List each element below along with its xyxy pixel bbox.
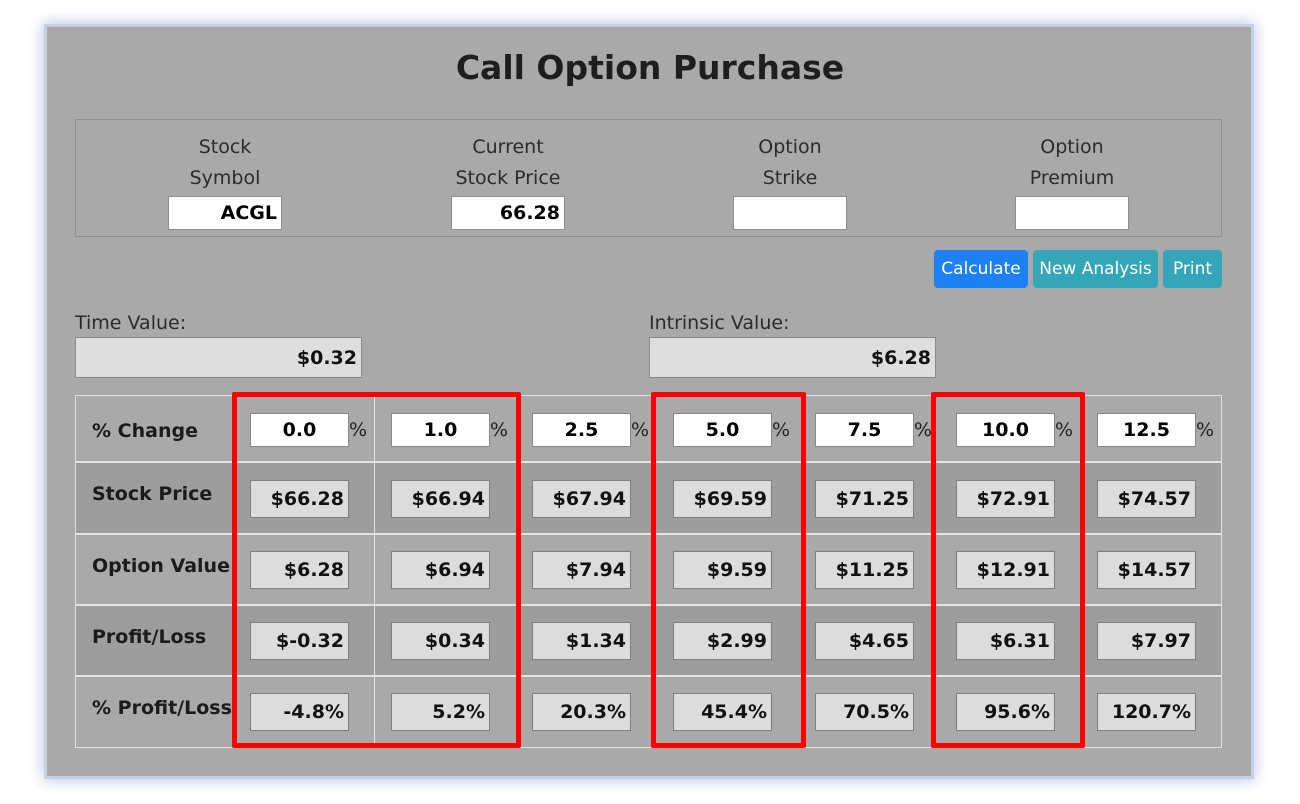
pct-profit-loss-cell: 20.3% [532, 693, 631, 731]
pct-change-input[interactable]: 2.5 [532, 413, 631, 447]
print-button[interactable]: Print [1163, 250, 1222, 288]
percent-sign: % [490, 419, 509, 441]
intrinsic-value-output: $6.28 [649, 337, 936, 378]
pct-change-input[interactable]: 5.0 [673, 413, 772, 447]
profit-loss-cell: $6.31 [956, 622, 1055, 660]
option-strike-field: Option Strike [670, 132, 910, 230]
current-stock-price-field: Current Stock Price 66.28 [388, 132, 628, 230]
pct-change-input[interactable]: 1.0 [391, 413, 490, 447]
profit-loss-cell: $7.97 [1097, 622, 1196, 660]
option-value-cell: $6.94 [391, 551, 490, 589]
highlight-box [651, 392, 806, 748]
stock-price-cell: $69.59 [673, 480, 772, 518]
row-divider [76, 675, 1221, 677]
option-value-cell: $6.28 [250, 551, 349, 589]
column-divider [374, 396, 375, 747]
option-premium-input[interactable] [1015, 196, 1129, 230]
time-value-label: Time Value: [75, 312, 187, 334]
pct-profit-loss-row: % Profit/Loss [76, 676, 1221, 747]
option-strike-input[interactable] [733, 196, 847, 230]
pct-profit-loss-cell: 5.2% [391, 693, 490, 731]
percent-sign: % [914, 419, 933, 441]
time-value-output: $0.32 [75, 337, 362, 378]
option-strike-label-line1: Option [758, 136, 822, 158]
stock-price-cell: $66.94 [391, 480, 490, 518]
profit-loss-cell: $1.34 [532, 622, 631, 660]
row-divider [76, 604, 1221, 606]
pct-change-input[interactable]: 10.0 [956, 413, 1055, 447]
pct-profit-loss-cell: 95.6% [956, 693, 1055, 731]
highlight-box [931, 392, 1085, 748]
option-value-cell: $9.59 [673, 551, 772, 589]
pct-profit-loss-cell: 45.4% [673, 693, 772, 731]
option-value-row: Option Value [76, 534, 1221, 605]
row-divider [76, 461, 1221, 463]
current-price-label-line1: Current [472, 136, 544, 158]
option-premium-label-line2: Premium [1029, 167, 1115, 189]
stock-symbol-field: Stock Symbol ACGL [105, 132, 345, 230]
row-label-pct-change: % Change [92, 420, 198, 442]
current-stock-price-input[interactable]: 66.28 [451, 196, 565, 230]
row-label-stock-price: Stock Price [92, 483, 213, 505]
row-label-option-value: Option Value [92, 555, 230, 577]
pct-change-input[interactable]: 12.5 [1097, 413, 1196, 447]
option-value-cell: $14.57 [1097, 551, 1196, 589]
input-section: Stock Symbol ACGL Current Stock Price 66… [75, 119, 1222, 237]
page-title: Call Option Purchase [455, 48, 845, 87]
pct-profit-loss-cell: -4.8% [250, 693, 349, 731]
percent-sign: % [1055, 419, 1074, 441]
percent-sign: % [772, 419, 791, 441]
row-label-pct-profit-loss: % Profit/Loss [92, 697, 232, 719]
profit-loss-cell: $-0.32 [250, 622, 349, 660]
highlight-box [232, 392, 521, 748]
percent-sign: % [1196, 419, 1215, 441]
percent-sign: % [631, 419, 650, 441]
pct-change-input[interactable]: 0.0 [250, 413, 349, 447]
stock-price-cell: $74.57 [1097, 480, 1196, 518]
profit-loss-cell: $0.34 [391, 622, 490, 660]
new-analysis-button[interactable]: New Analysis [1033, 250, 1158, 288]
pct-profit-loss-cell: 120.7% [1097, 693, 1196, 731]
row-divider [76, 533, 1221, 535]
percent-sign: % [349, 419, 368, 441]
profit-loss-cell: $4.65 [815, 622, 914, 660]
intrinsic-value-label: Intrinsic Value: [649, 312, 790, 334]
profit-loss-cell: $2.99 [673, 622, 772, 660]
stock-symbol-label-line2: Symbol [189, 167, 261, 189]
pct-change-input[interactable]: 7.5 [815, 413, 914, 447]
option-strike-label-line2: Strike [762, 167, 818, 189]
stock-symbol-label-line1: Stock [198, 136, 252, 158]
stock-symbol-input[interactable]: ACGL [168, 196, 282, 230]
stock-price-cell: $67.94 [532, 480, 631, 518]
stock-price-cell: $66.28 [250, 480, 349, 518]
option-value-cell: $11.25 [815, 551, 914, 589]
pct-change-row: % Change [76, 396, 1221, 462]
option-premium-label-line1: Option [1040, 136, 1104, 158]
calculate-button[interactable]: Calculate [934, 250, 1028, 288]
stock-price-cell: $72.91 [956, 480, 1055, 518]
current-price-label-line2: Stock Price [455, 167, 561, 189]
option-value-cell: $12.91 [956, 551, 1055, 589]
option-premium-field: Option Premium [952, 132, 1192, 230]
row-label-profit-loss: Profit/Loss [92, 626, 207, 648]
option-value-cell: $7.94 [532, 551, 631, 589]
stock-price-cell: $71.25 [815, 480, 914, 518]
pct-profit-loss-cell: 70.5% [815, 693, 914, 731]
